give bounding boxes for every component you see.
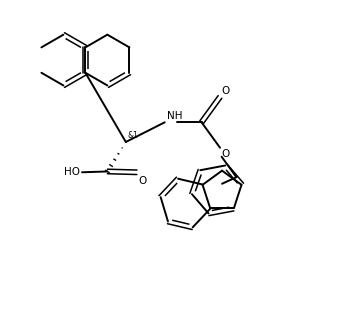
Text: NH: NH (167, 111, 182, 121)
Text: O: O (222, 86, 230, 96)
Text: O: O (138, 176, 147, 186)
Text: &1: &1 (127, 131, 138, 140)
Text: O: O (222, 149, 230, 159)
Text: HO: HO (64, 167, 80, 177)
